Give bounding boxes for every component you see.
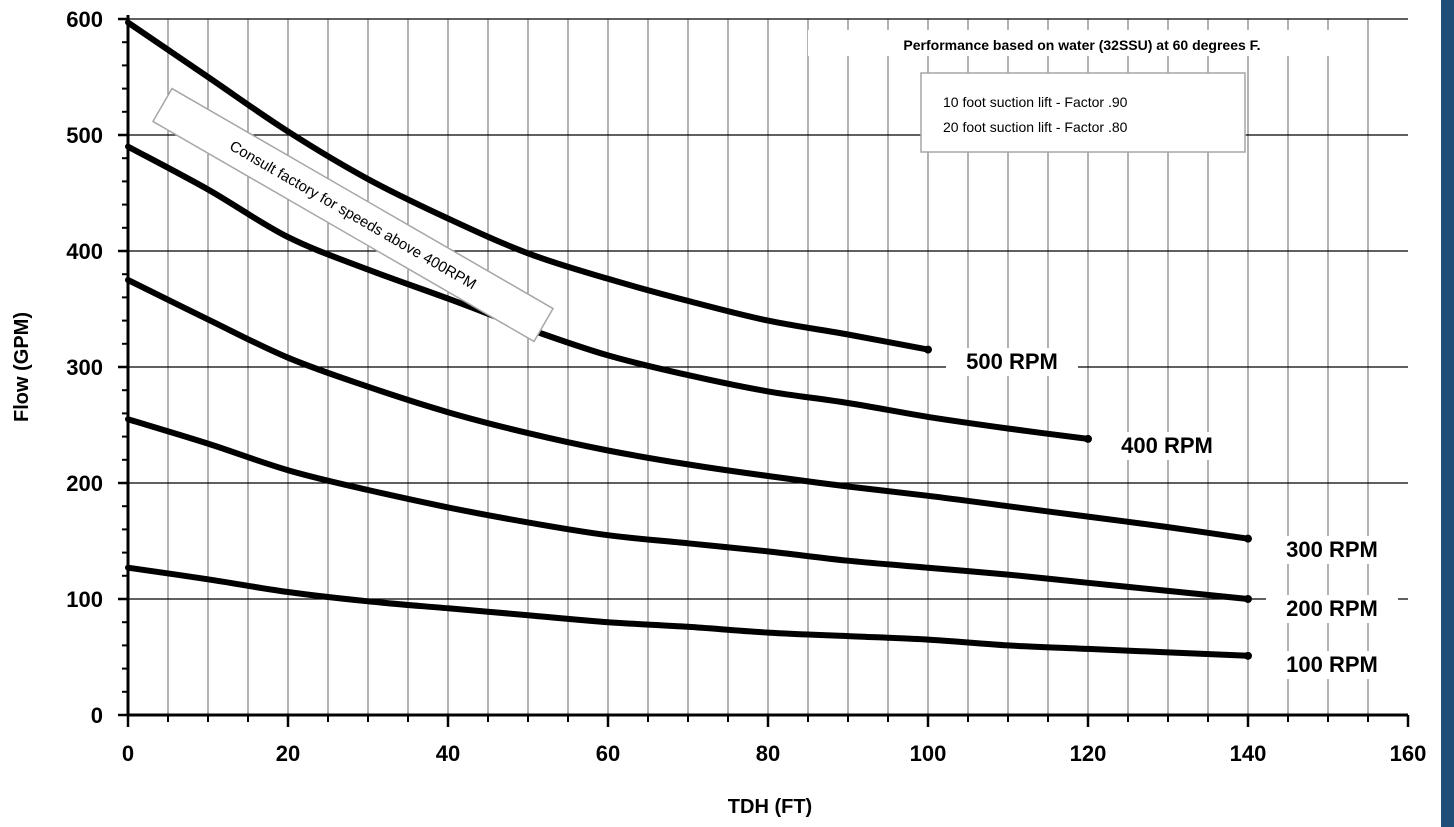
- x-axis-title: TDH (FT): [728, 796, 812, 818]
- y-tick-label: 200: [66, 471, 103, 496]
- series-label-bg: [946, 348, 1078, 376]
- x-tick-label: 160: [1390, 741, 1427, 766]
- series-labels: 100 RPM 200 RPM 300 RPM 400 RPM 500 RPM: [946, 348, 1398, 679]
- series-lines: [125, 19, 1252, 660]
- series-endpoint-500-rpm: [924, 345, 932, 354]
- suction-line-1: 10 foot suction lift - Factor .90: [943, 94, 1128, 110]
- y-tick-labels: 0 100 200 300 400 500 600: [66, 7, 103, 728]
- series-endpoint-400-rpm: [1084, 434, 1092, 443]
- performance-note-bg: [808, 30, 1360, 56]
- side-accent-bar: [1441, 0, 1454, 827]
- x-tick-label: 140: [1230, 741, 1267, 766]
- suction-factor-box: 10 foot suction lift - Factor .90 20 foo…: [920, 72, 1246, 153]
- series-label-bg: [1266, 651, 1398, 679]
- axes: [118, 15, 1410, 727]
- series-line-500-rpm: [125, 19, 931, 353]
- series-line-200-rpm: [125, 416, 1251, 602]
- series-label-400-rpm: 400 RPM: [1121, 433, 1213, 458]
- consult-factory-note: Consult factory for speeds above 400RPM: [151, 87, 555, 343]
- series-label-100-rpm: 100 RPM: [1286, 652, 1378, 677]
- series-line-400-rpm: [125, 143, 1091, 442]
- suction-line-2: 20 foot suction lift - Factor .80: [943, 119, 1128, 135]
- x-tick-label: 0: [122, 741, 134, 766]
- x-tick-label: 40: [436, 741, 460, 766]
- series-label-300-rpm: 300 RPM: [1286, 537, 1378, 562]
- y-tick-label: 100: [66, 587, 103, 612]
- y-tick-label: 0: [91, 703, 103, 728]
- y-tick-label: 400: [66, 239, 103, 264]
- x-tick-label: 60: [596, 741, 620, 766]
- x-tick-label: 120: [1070, 741, 1107, 766]
- x-tick-label: 100: [910, 741, 947, 766]
- y-axis-title: Flow (GPM): [11, 312, 33, 422]
- x-tick-labels: 0 20 40 60 80 100 120 140 160: [122, 741, 1426, 766]
- performance-note: Performance based on water (32SSU) at 60…: [903, 37, 1260, 53]
- series-label-bg: [1101, 432, 1233, 460]
- series-endpoint-200-rpm: [1244, 595, 1252, 603]
- series-line-300-rpm: [125, 277, 1251, 542]
- series-label-500-rpm: 500 RPM: [966, 349, 1058, 374]
- x-tick-label: 80: [756, 741, 780, 766]
- series-line-100-rpm: [125, 564, 1251, 659]
- series-endpoint-300-rpm: [1244, 534, 1252, 543]
- y-tick-label: 300: [66, 355, 103, 380]
- series-label-bg: [1266, 595, 1398, 623]
- y-tick-label: 500: [66, 123, 103, 148]
- series-label-bg: [1266, 536, 1398, 564]
- series-label-200-rpm: 200 RPM: [1286, 596, 1378, 621]
- y-tick-label: 600: [66, 7, 103, 32]
- x-tick-label: 20: [276, 741, 300, 766]
- series-endpoint-100-rpm: [1244, 651, 1252, 660]
